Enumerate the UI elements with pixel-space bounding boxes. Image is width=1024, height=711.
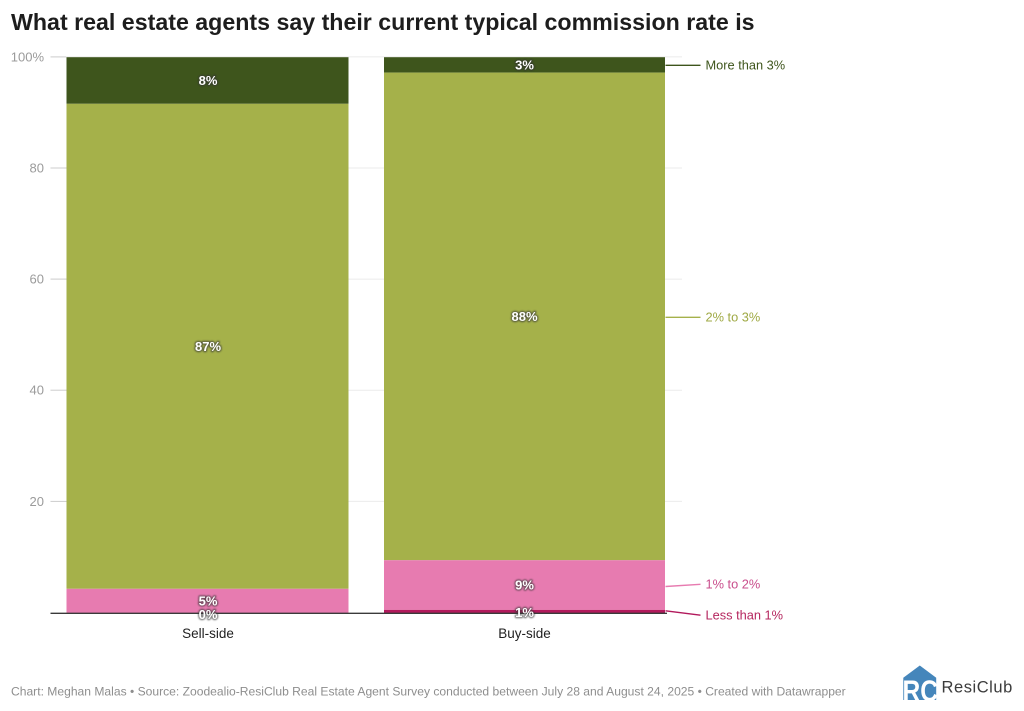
- svg-text:87%: 87%: [195, 339, 221, 354]
- svg-text:9%: 9%: [515, 578, 534, 593]
- svg-text:0%: 0%: [199, 607, 218, 622]
- svg-text:Less than 1%: Less than 1%: [706, 608, 784, 623]
- svg-text:8%: 8%: [199, 73, 218, 88]
- svg-text:87%: 87%: [195, 339, 221, 354]
- svg-text:What real estate agents say th: What real estate agents say their curren…: [11, 9, 755, 35]
- svg-text:1%: 1%: [515, 605, 534, 620]
- svg-text:100%: 100%: [11, 49, 45, 64]
- svg-text:3%: 3%: [515, 57, 534, 72]
- svg-text:8%: 8%: [199, 73, 218, 88]
- svg-text:Buy-side: Buy-side: [498, 626, 551, 641]
- svg-text:60: 60: [30, 272, 44, 287]
- svg-text:1%: 1%: [515, 605, 534, 620]
- svg-text:3%: 3%: [515, 57, 534, 72]
- svg-text:1% to 2%: 1% to 2%: [706, 577, 761, 592]
- svg-text:88%: 88%: [511, 309, 537, 324]
- svg-text:40: 40: [30, 383, 44, 398]
- svg-text:80: 80: [30, 160, 44, 175]
- svg-text:5%: 5%: [199, 594, 218, 609]
- svg-text:0%: 0%: [199, 607, 218, 622]
- svg-text:Chart: Meghan Malas • Source:: Chart: Meghan Malas • Source: Zoodealio-…: [11, 685, 846, 699]
- svg-text:88%: 88%: [511, 309, 537, 324]
- svg-text:2% to 3%: 2% to 3%: [706, 310, 761, 325]
- svg-text:5%: 5%: [199, 594, 218, 609]
- svg-text:9%: 9%: [515, 578, 534, 593]
- svg-text:Sell-side: Sell-side: [182, 626, 234, 641]
- svg-text:RC: RC: [903, 675, 939, 708]
- svg-text:20: 20: [30, 494, 44, 509]
- svg-text:More than 3%: More than 3%: [706, 58, 786, 73]
- svg-text:ResiClub: ResiClub: [942, 679, 1013, 697]
